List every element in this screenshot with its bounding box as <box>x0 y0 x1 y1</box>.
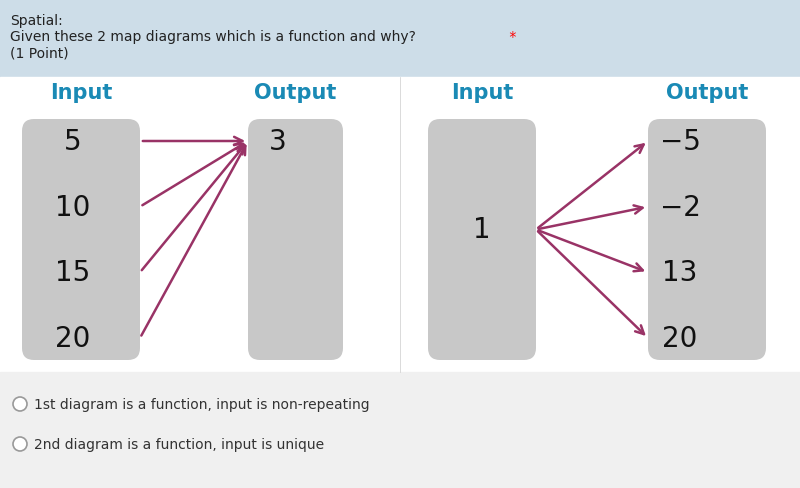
Text: *: * <box>505 30 516 44</box>
FancyBboxPatch shape <box>22 120 140 360</box>
Circle shape <box>13 397 27 411</box>
FancyBboxPatch shape <box>248 120 343 360</box>
Text: Output: Output <box>666 83 748 103</box>
Circle shape <box>13 437 27 451</box>
Text: 2nd diagram is a function, input is unique: 2nd diagram is a function, input is uniq… <box>34 437 324 451</box>
Text: 15: 15 <box>55 259 90 287</box>
FancyBboxPatch shape <box>648 120 766 360</box>
Text: 10: 10 <box>55 193 90 221</box>
Text: Output: Output <box>254 83 337 103</box>
Text: 20: 20 <box>662 325 698 352</box>
Text: −2: −2 <box>659 193 701 221</box>
Text: 3: 3 <box>269 128 287 156</box>
Bar <box>0 0 800 78</box>
Text: Input: Input <box>451 83 513 103</box>
Text: 1: 1 <box>473 216 491 244</box>
Text: 1st diagram is a function, input is non-repeating: 1st diagram is a function, input is non-… <box>34 397 370 411</box>
Text: −5: −5 <box>659 128 701 156</box>
Text: Given these 2 map diagrams which is a function and why?: Given these 2 map diagrams which is a fu… <box>10 30 416 44</box>
Text: Spatial:: Spatial: <box>10 14 62 28</box>
Bar <box>0 372 800 488</box>
Text: 5: 5 <box>64 128 82 156</box>
Text: 20: 20 <box>55 325 90 352</box>
Text: (1 Point): (1 Point) <box>10 47 69 61</box>
FancyBboxPatch shape <box>428 120 536 360</box>
Text: Input: Input <box>50 83 112 103</box>
Text: 13: 13 <box>662 259 698 287</box>
Bar <box>0 78 800 372</box>
